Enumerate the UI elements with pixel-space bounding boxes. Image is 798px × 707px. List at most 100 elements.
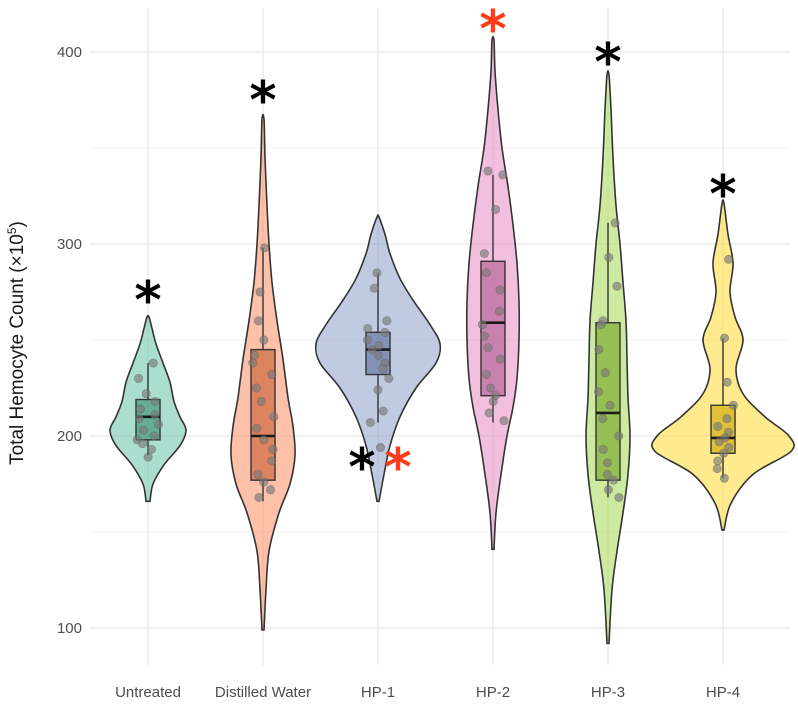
data-point — [150, 410, 160, 420]
data-point — [254, 492, 264, 502]
data-point — [479, 249, 489, 259]
data-point — [374, 341, 384, 351]
y-axis-title-text: Total Hemocyte Count (×10 — [7, 234, 28, 465]
y-tick-label: 100 — [57, 620, 82, 637]
data-point — [378, 406, 388, 416]
data-point — [603, 485, 613, 495]
data-point — [494, 306, 504, 316]
y-tick-label: 400 — [57, 44, 82, 61]
data-point — [365, 418, 375, 428]
data-point — [614, 492, 624, 502]
data-point — [255, 287, 265, 297]
y-axis-title-close: ) — [7, 221, 28, 227]
data-point — [268, 444, 278, 454]
data-point — [600, 368, 610, 378]
data-point — [138, 425, 148, 435]
data-point — [378, 364, 388, 374]
data-point — [138, 439, 148, 449]
data-point — [254, 316, 264, 326]
x-tick-label: HP-3 — [591, 684, 625, 701]
data-point — [495, 354, 505, 364]
data-point — [481, 268, 491, 278]
data-point — [491, 204, 501, 214]
y-tick-label: 200 — [57, 428, 82, 445]
data-point — [150, 396, 160, 406]
data-point — [259, 477, 269, 487]
data-point — [372, 268, 382, 278]
data-point — [482, 370, 492, 380]
data-point — [252, 423, 262, 433]
data-point — [146, 444, 156, 454]
data-point — [149, 431, 159, 441]
data-point — [495, 285, 505, 295]
data-point — [720, 333, 730, 343]
data-point — [269, 412, 279, 422]
data-point — [604, 252, 614, 262]
data-point — [369, 283, 379, 293]
data-point — [499, 416, 509, 426]
significance-star: * — [384, 438, 411, 498]
data-point — [724, 443, 734, 453]
data-point — [143, 452, 153, 462]
data-point — [498, 170, 508, 180]
data-point — [251, 383, 261, 393]
data-point — [363, 323, 373, 333]
data-point — [373, 350, 383, 360]
data-point — [484, 408, 494, 418]
significance-star: * — [709, 165, 736, 225]
point-layer — [132, 166, 738, 502]
data-point — [722, 414, 732, 424]
data-point — [605, 400, 615, 410]
x-tick-label: HP-2 — [476, 684, 510, 701]
data-point — [259, 243, 269, 253]
significance-star: * — [594, 33, 621, 93]
data-point — [380, 327, 390, 337]
y-tick-label: 300 — [57, 236, 82, 253]
data-point — [728, 400, 738, 410]
data-point — [135, 404, 145, 414]
x-tick-label: Untreated — [115, 684, 181, 701]
axis-layer: 100 200 300 400 Untreated Distilled Water HP-1… — [57, 44, 740, 701]
data-point — [375, 443, 385, 453]
significance-star: * — [249, 71, 276, 131]
data-point — [259, 435, 269, 445]
grid-layer — [90, 8, 790, 665]
data-point — [477, 320, 487, 330]
data-point — [596, 320, 606, 330]
data-point — [483, 166, 493, 176]
data-point — [719, 473, 729, 483]
data-point — [479, 331, 489, 341]
data-point — [724, 254, 734, 264]
data-point — [609, 475, 619, 485]
data-point — [483, 343, 493, 353]
data-point — [488, 396, 498, 406]
data-point — [719, 448, 729, 458]
data-point — [612, 281, 622, 291]
data-point — [598, 414, 608, 424]
data-point — [141, 389, 151, 399]
data-point — [593, 387, 603, 397]
data-point — [384, 373, 394, 383]
data-point — [714, 437, 724, 447]
data-point — [134, 414, 144, 424]
data-point — [712, 464, 722, 474]
data-point — [248, 358, 258, 368]
data-point — [713, 421, 723, 431]
y-axis-title: Total Hemocyte Count (×105) — [5, 221, 28, 465]
data-point — [367, 345, 377, 355]
data-point — [253, 469, 263, 479]
data-point — [259, 335, 269, 345]
significance-star: * — [348, 438, 375, 498]
data-point — [267, 456, 277, 466]
data-point — [256, 396, 266, 406]
data-point — [614, 431, 624, 441]
data-point — [153, 419, 163, 429]
data-point — [602, 469, 612, 479]
data-point — [713, 456, 723, 466]
significance-marker-layer: *** **** — [134, 0, 736, 498]
data-point — [249, 350, 259, 360]
significance-star: * — [134, 271, 161, 331]
x-tick-label: Distilled Water — [215, 684, 311, 701]
x-tick-label: HP-4 — [706, 684, 740, 701]
